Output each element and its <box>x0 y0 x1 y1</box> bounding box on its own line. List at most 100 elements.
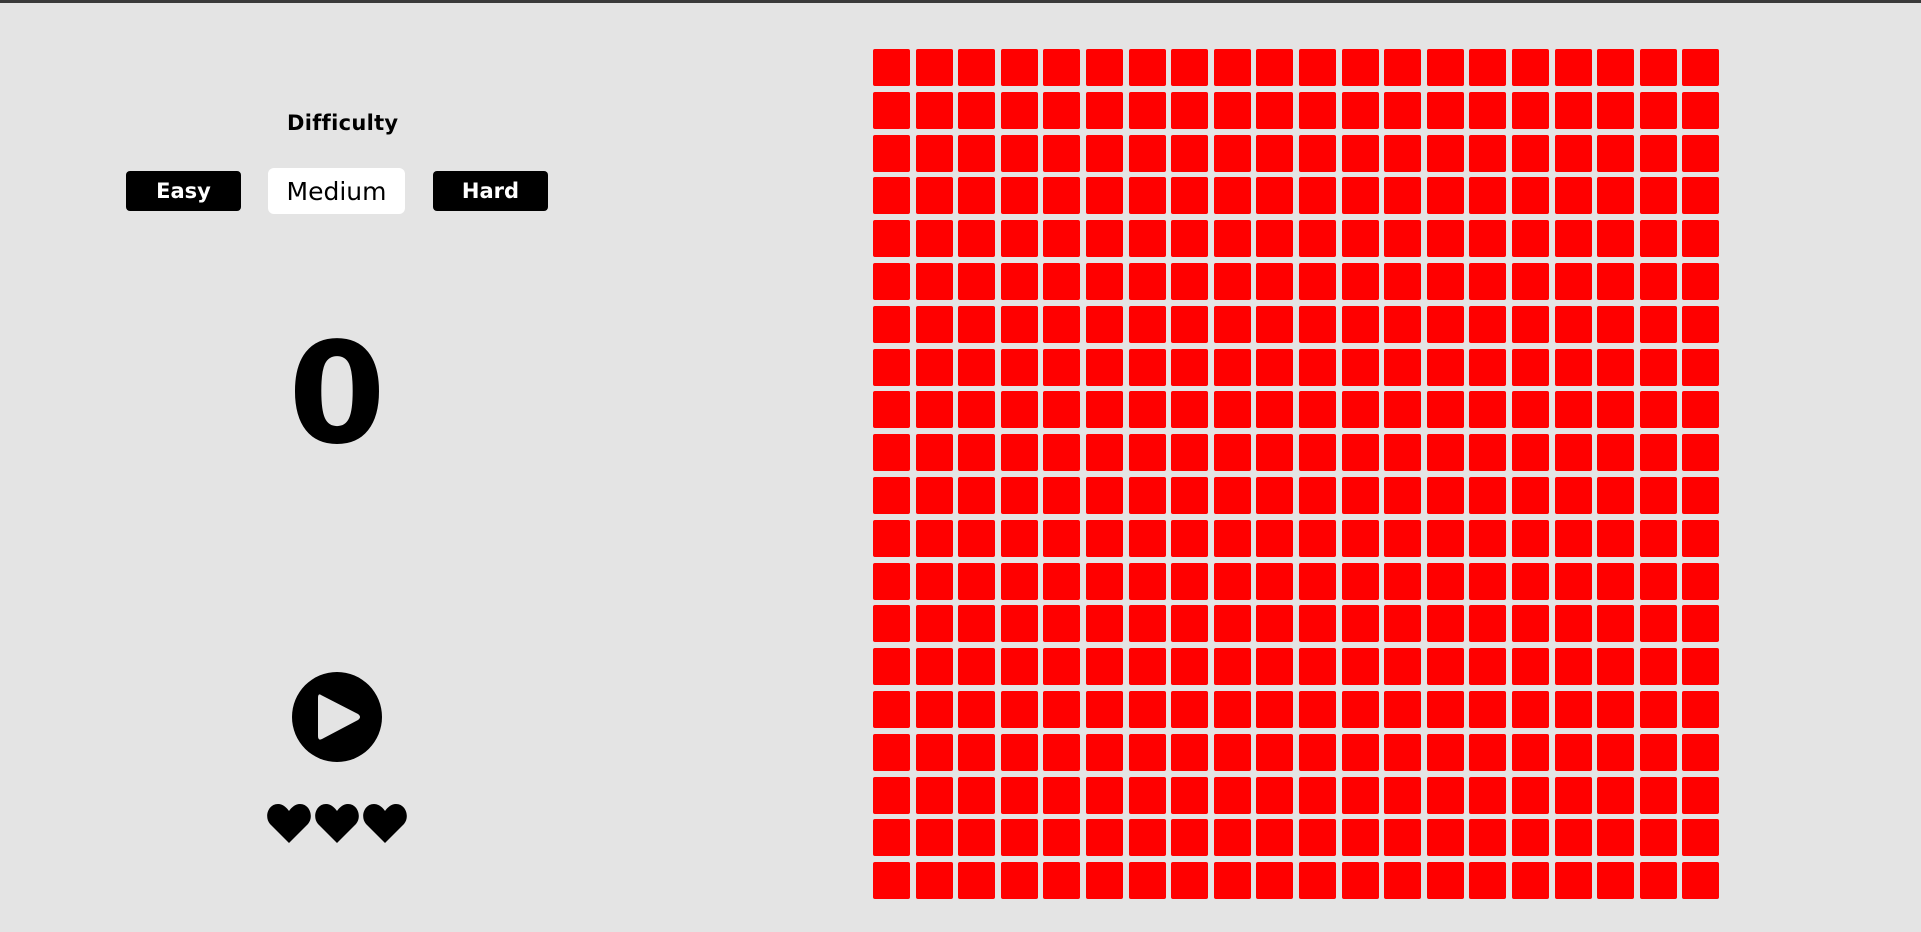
board-cell[interactable] <box>1256 605 1294 643</box>
board-cell[interactable] <box>1597 648 1635 686</box>
board-cell[interactable] <box>1682 605 1720 643</box>
board-cell[interactable] <box>1256 262 1294 300</box>
board-cell[interactable] <box>1511 776 1549 814</box>
board-cell[interactable] <box>1171 476 1209 514</box>
board-cell[interactable] <box>1682 91 1720 129</box>
board-cell[interactable] <box>1213 49 1251 86</box>
board-cell[interactable] <box>1682 434 1720 472</box>
board-cell[interactable] <box>958 177 996 215</box>
board-cell[interactable] <box>1341 434 1379 472</box>
board-cell[interactable] <box>1085 305 1123 343</box>
board-cell[interactable] <box>1298 605 1336 643</box>
board-cell[interactable] <box>1384 262 1422 300</box>
board-cell[interactable] <box>915 862 953 900</box>
board-cell[interactable] <box>1341 49 1379 86</box>
board-cell[interactable] <box>1682 519 1720 557</box>
board-cell[interactable] <box>1341 776 1379 814</box>
board-cell[interactable] <box>1171 434 1209 472</box>
board-cell[interactable] <box>1639 819 1677 857</box>
board-cell[interactable] <box>1298 862 1336 900</box>
board-cell[interactable] <box>1384 690 1422 728</box>
board-cell[interactable] <box>958 648 996 686</box>
board-cell[interactable] <box>1341 177 1379 215</box>
board-cell[interactable] <box>1554 348 1592 386</box>
board-cell[interactable] <box>958 819 996 857</box>
board-cell[interactable] <box>1128 648 1166 686</box>
board-cell[interactable] <box>1384 391 1422 429</box>
board-cell[interactable] <box>1171 562 1209 600</box>
board-cell[interactable] <box>1554 776 1592 814</box>
board-cell[interactable] <box>1000 519 1038 557</box>
board-cell[interactable] <box>873 648 910 686</box>
board-cell[interactable] <box>1682 391 1720 429</box>
board-cell[interactable] <box>1639 305 1677 343</box>
board-cell[interactable] <box>1171 519 1209 557</box>
board-cell[interactable] <box>1511 348 1549 386</box>
board-cell[interactable] <box>958 262 996 300</box>
board-cell[interactable] <box>1298 690 1336 728</box>
board-cell[interactable] <box>1085 134 1123 172</box>
board-cell[interactable] <box>1256 733 1294 771</box>
board-cell[interactable] <box>1682 690 1720 728</box>
board-cell[interactable] <box>915 49 953 86</box>
board-cell[interactable] <box>1426 134 1464 172</box>
board-cell[interactable] <box>1043 562 1081 600</box>
board-cell[interactable] <box>1597 819 1635 857</box>
board-cell[interactable] <box>1085 476 1123 514</box>
board-cell[interactable] <box>1298 91 1336 129</box>
board-cell[interactable] <box>915 819 953 857</box>
board-cell[interactable] <box>1128 434 1166 472</box>
board-cell[interactable] <box>1085 605 1123 643</box>
board-cell[interactable] <box>1171 733 1209 771</box>
board-cell[interactable] <box>958 733 996 771</box>
board-cell[interactable] <box>1384 177 1422 215</box>
board-cell[interactable] <box>1085 733 1123 771</box>
board-cell[interactable] <box>1469 648 1507 686</box>
board-cell[interactable] <box>1682 648 1720 686</box>
board-cell[interactable] <box>1000 391 1038 429</box>
board-cell[interactable] <box>1639 519 1677 557</box>
board-cell[interactable] <box>1128 819 1166 857</box>
board-cell[interactable] <box>1469 562 1507 600</box>
board-cell[interactable] <box>1171 220 1209 258</box>
board-cell[interactable] <box>1128 49 1166 86</box>
board-cell[interactable] <box>1213 305 1251 343</box>
board-cell[interactable] <box>1426 434 1464 472</box>
board-cell[interactable] <box>1298 519 1336 557</box>
board-cell[interactable] <box>1000 434 1038 472</box>
board-cell[interactable] <box>1213 134 1251 172</box>
board-cell[interactable] <box>1043 733 1081 771</box>
board-cell[interactable] <box>1043 49 1081 86</box>
board-cell[interactable] <box>1085 776 1123 814</box>
board-cell[interactable] <box>1085 262 1123 300</box>
board-cell[interactable] <box>915 776 953 814</box>
board-cell[interactable] <box>1341 305 1379 343</box>
board-cell[interactable] <box>1384 819 1422 857</box>
board-cell[interactable] <box>1511 220 1549 258</box>
board-cell[interactable] <box>1597 134 1635 172</box>
board-cell[interactable] <box>958 348 996 386</box>
board-cell[interactable] <box>1426 819 1464 857</box>
board-cell[interactable] <box>1171 49 1209 86</box>
board-cell[interactable] <box>1128 476 1166 514</box>
board-cell[interactable] <box>1213 177 1251 215</box>
board-cell[interactable] <box>1000 648 1038 686</box>
board-cell[interactable] <box>1511 305 1549 343</box>
board-cell[interactable] <box>1213 91 1251 129</box>
board-cell[interactable] <box>1639 91 1677 129</box>
board-cell[interactable] <box>1341 476 1379 514</box>
board-cell[interactable] <box>1171 690 1209 728</box>
board-cell[interactable] <box>915 177 953 215</box>
board-cell[interactable] <box>1256 519 1294 557</box>
board-cell[interactable] <box>1043 519 1081 557</box>
board-cell[interactable] <box>1000 819 1038 857</box>
board-cell[interactable] <box>1426 262 1464 300</box>
board-cell[interactable] <box>1511 605 1549 643</box>
board-cell[interactable] <box>1426 305 1464 343</box>
board-cell[interactable] <box>1128 776 1166 814</box>
board-cell[interactable] <box>1511 134 1549 172</box>
board-cell[interactable] <box>1384 348 1422 386</box>
board-cell[interactable] <box>1384 434 1422 472</box>
board-cell[interactable] <box>1171 134 1209 172</box>
board-cell[interactable] <box>1554 262 1592 300</box>
